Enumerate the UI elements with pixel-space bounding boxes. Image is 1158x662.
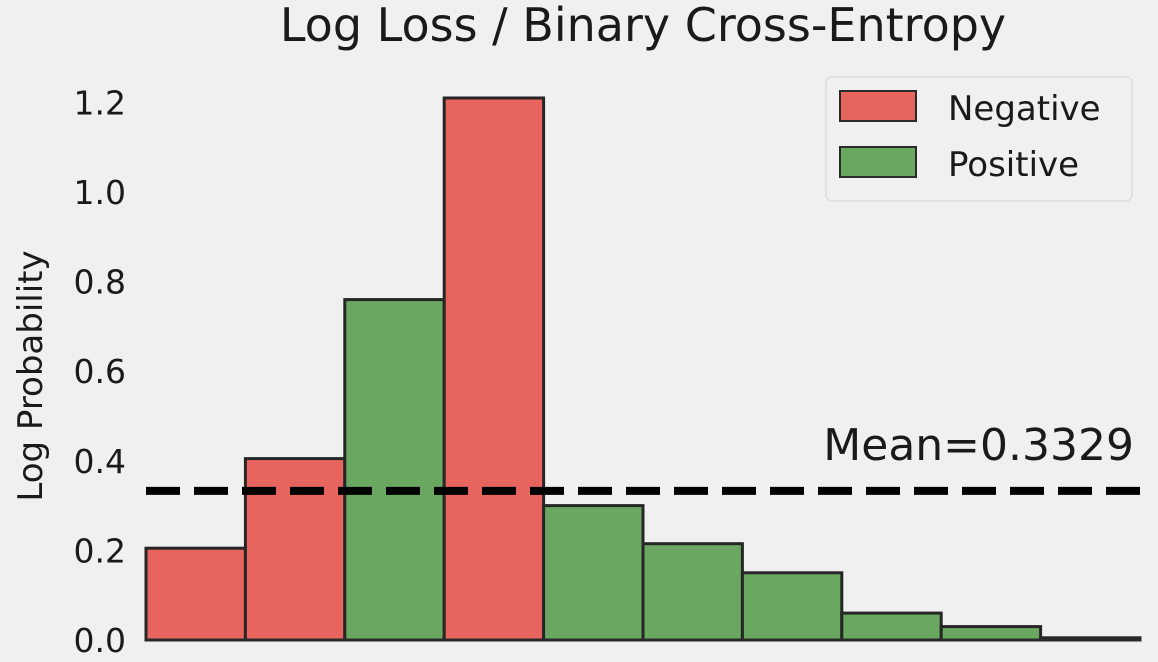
bar-positive-3 (343, 298, 446, 642)
legend-label-positive: Positive (948, 145, 1079, 185)
y-tick-label: 0.4 (74, 442, 126, 481)
bar-positive-8 (840, 611, 943, 642)
y-tick-label: 0.6 (74, 352, 126, 391)
legend-swatch-negative (839, 90, 917, 122)
bar-negative-1 (144, 546, 247, 642)
bar-negative-2 (243, 457, 347, 642)
mean-label: Mean=0.3329 (823, 420, 1134, 471)
y-tick-label: 1.2 (74, 84, 126, 123)
bar-negative-4 (442, 96, 546, 642)
bar-positive-7 (740, 571, 844, 642)
legend-swatch-positive (839, 146, 917, 178)
y-axis-label: Log Probability (11, 250, 51, 501)
bar-positive-5 (542, 504, 645, 642)
y-tick-label: 0.8 (74, 263, 126, 302)
bar-positive-6 (641, 542, 744, 642)
chart-title: Log Loss / Binary Cross-Entropy (280, 0, 1006, 52)
y-tick-label: 0.0 (74, 621, 126, 660)
legend-label-negative: Negative (948, 89, 1101, 129)
y-axis-ticks: 0.0 0.2 0.4 0.6 0.8 1.0 1.2 (74, 84, 126, 661)
legend: Negative Positive (825, 76, 1133, 202)
bars-layer (144, 96, 1142, 642)
y-tick-label: 0.2 (74, 531, 126, 570)
y-tick-label: 1.0 (74, 173, 126, 212)
bar-positive-9 (939, 625, 1043, 642)
